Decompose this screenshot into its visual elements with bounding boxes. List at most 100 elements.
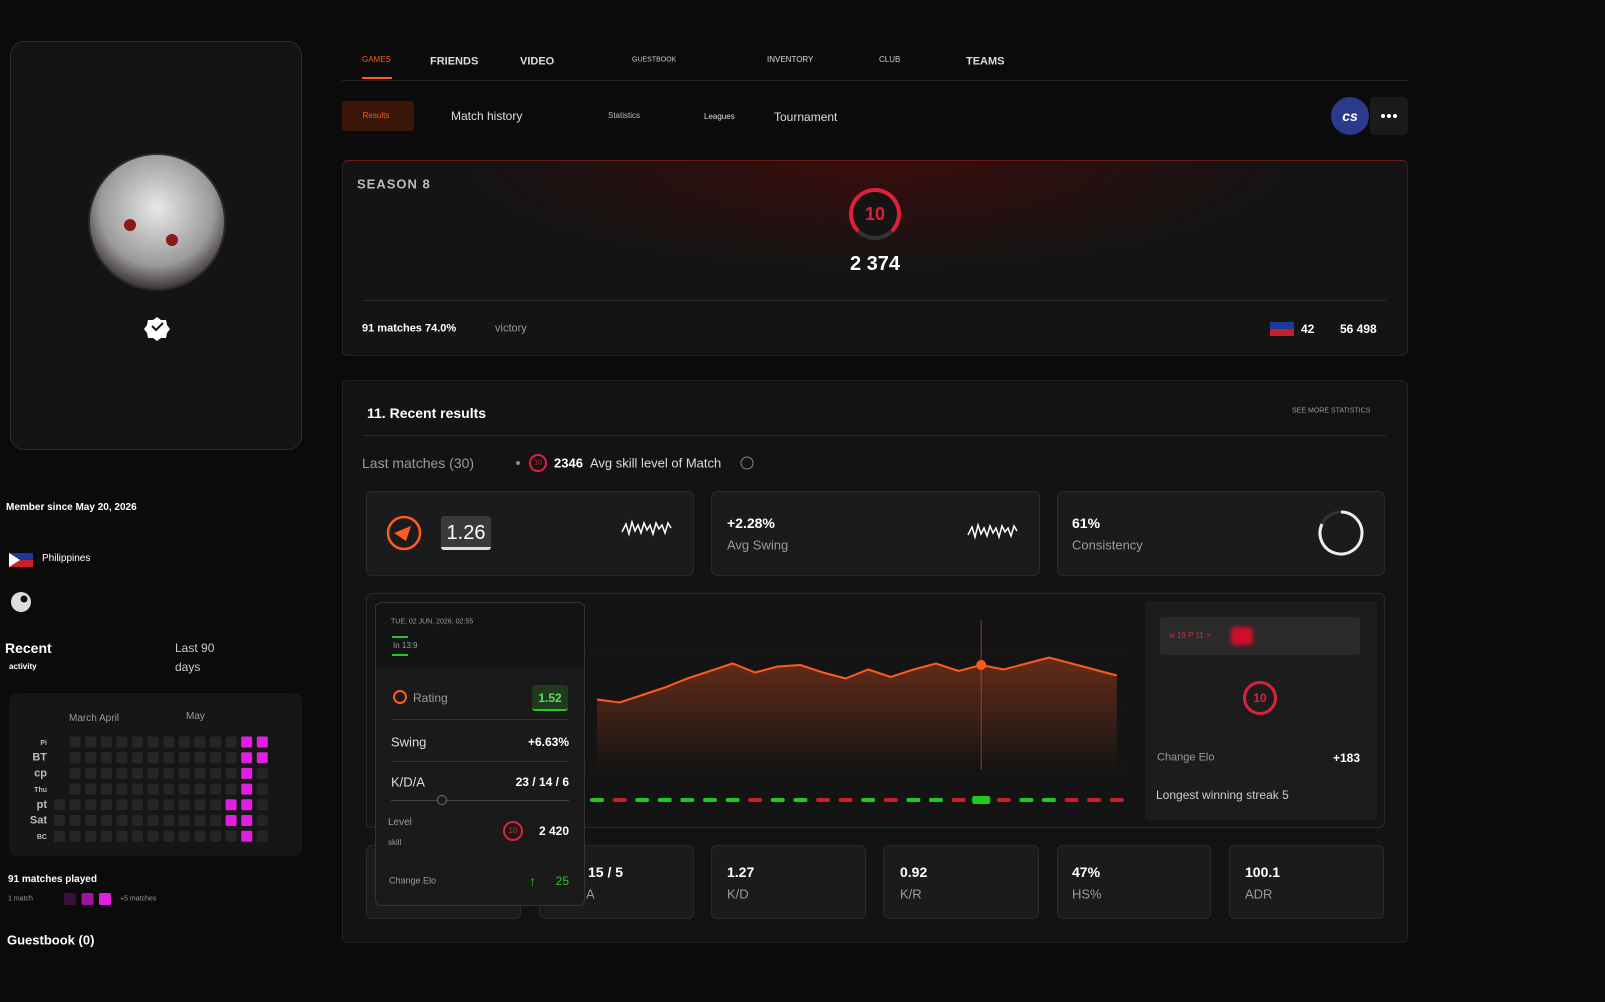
- nav-tab[interactable]: INVENTORY: [767, 55, 814, 64]
- legend-swatch: [81, 893, 94, 905]
- match-outcome: [1019, 798, 1034, 802]
- steam-icon: [20, 595, 28, 603]
- match-outcome: [1064, 798, 1079, 802]
- streak-text: w 19 P 11 >: [1169, 631, 1211, 640]
- label: Swing: [391, 734, 427, 750]
- streak-bar: [1160, 617, 1360, 655]
- heatmap-cell: [85, 752, 97, 764]
- value: 23 / 14 / 6: [515, 775, 569, 789]
- see-more[interactable]: SEE MORE STATISTICS: [1292, 407, 1371, 415]
- heatmap-cell: [85, 799, 97, 811]
- nav-tab[interactable]: FRIENDS: [430, 55, 479, 68]
- slider-knob: [437, 795, 447, 805]
- tooltip-date: TUE, 02 JUN, 2026, 02:55: [391, 618, 474, 626]
- nav-tab[interactable]: TEAMS: [966, 55, 1005, 68]
- heatmap-cell: [116, 752, 128, 764]
- label: Change Elo: [389, 875, 437, 886]
- month-label: May: [186, 711, 205, 722]
- dot: [1393, 114, 1397, 118]
- heatmap-cell: [210, 799, 221, 811]
- period: Last 90: [175, 641, 215, 655]
- score-mark: [392, 654, 408, 656]
- stat-label: K/D: [727, 886, 749, 902]
- heatmap-cell: [132, 767, 143, 779]
- period: days: [175, 660, 201, 674]
- nav-tab[interactable]: GUESTBOOK: [632, 56, 677, 64]
- matches-played: 91 matches played: [8, 874, 97, 885]
- row-label: cp: [34, 767, 47, 779]
- heatmap-cell: [147, 767, 159, 779]
- sparkline: [967, 522, 1018, 540]
- value: 2 420: [538, 824, 569, 838]
- heatmap-cell: [147, 830, 159, 842]
- sub-tab[interactable]: Statistics: [608, 111, 641, 120]
- bottom-card: [883, 845, 1039, 919]
- avatar: [88, 153, 226, 291]
- stat-value: 47%: [1072, 864, 1101, 880]
- value: +183: [1332, 751, 1360, 765]
- heatmap-cell: [69, 783, 81, 795]
- nav-tab[interactable]: GAMES: [362, 55, 391, 64]
- match-outcome: [951, 798, 966, 802]
- card-value: 1.26: [446, 522, 486, 544]
- heatmap-cell: [163, 736, 175, 748]
- avg-elo: 2346: [554, 455, 583, 471]
- sub-tab[interactable]: Leagues: [704, 112, 735, 121]
- heatmap-cell: [100, 799, 112, 811]
- sub-tab[interactable]: Tournament: [774, 110, 838, 124]
- label: Rating: [413, 691, 448, 705]
- sub-tab[interactable]: Match history: [451, 109, 523, 123]
- heatmap-cell: [54, 799, 65, 811]
- heatmap-cell: [241, 752, 253, 764]
- arrow: ↑: [529, 873, 536, 889]
- heatmap-cell: [85, 736, 97, 748]
- row-label: BT: [32, 752, 47, 764]
- game-logo[interactable]: cs: [1342, 108, 1358, 124]
- selected-point: [976, 660, 987, 670]
- stat-label: HS%: [1072, 886, 1102, 902]
- heatmap-cell: [241, 799, 253, 811]
- score-mark: [392, 636, 408, 638]
- nav-tab[interactable]: VIDEO: [520, 55, 555, 68]
- logo-bg: [1331, 97, 1369, 135]
- heatmap-cell: [100, 752, 112, 764]
- bullet: [516, 461, 520, 465]
- match-outcome: [703, 798, 717, 802]
- heatmap-cell: [241, 830, 253, 842]
- match-outcome: [612, 798, 627, 802]
- heading: Recent: [5, 640, 52, 656]
- guestbook: Guestbook (0): [7, 932, 95, 948]
- level-badge: [849, 188, 901, 240]
- dot: [1387, 114, 1391, 118]
- sub-tab[interactable]: Results: [362, 111, 390, 120]
- consistency-ring: [1318, 510, 1364, 556]
- heatmap-cell: [225, 830, 237, 842]
- avatar-eye: [166, 234, 178, 246]
- heatmap-cell: [256, 815, 268, 826]
- nav-divider: [342, 80, 1408, 81]
- nav-tab[interactable]: CLUB: [879, 55, 901, 64]
- heatmap-cell: [256, 767, 268, 779]
- heatmap-cell: [256, 783, 268, 795]
- last-matches: Last matches (30): [362, 455, 475, 471]
- heatmap-cell: [256, 752, 268, 764]
- match-outcome: [929, 798, 943, 802]
- heatmap-cell: [178, 830, 190, 842]
- divider: [391, 761, 569, 762]
- level-badge: [1243, 681, 1277, 715]
- heatmap-cell: [241, 736, 253, 748]
- heatmap-cell: [116, 815, 128, 826]
- heatmap-cell: [225, 767, 237, 779]
- heatmap-cell: [210, 830, 221, 842]
- rating-box: [532, 685, 568, 711]
- heatmap-cell: [225, 799, 237, 811]
- bottom-card: [1229, 845, 1384, 919]
- heatmap-cell: [147, 799, 159, 811]
- match-outcome: [793, 798, 808, 802]
- heatmap-cell: [147, 752, 159, 764]
- level-badge: [503, 821, 523, 841]
- heatmap-cell: [85, 767, 97, 779]
- heatmap-cell: [116, 767, 128, 779]
- heatmap-cell: [100, 783, 112, 795]
- stat-value: 1.27: [727, 864, 755, 880]
